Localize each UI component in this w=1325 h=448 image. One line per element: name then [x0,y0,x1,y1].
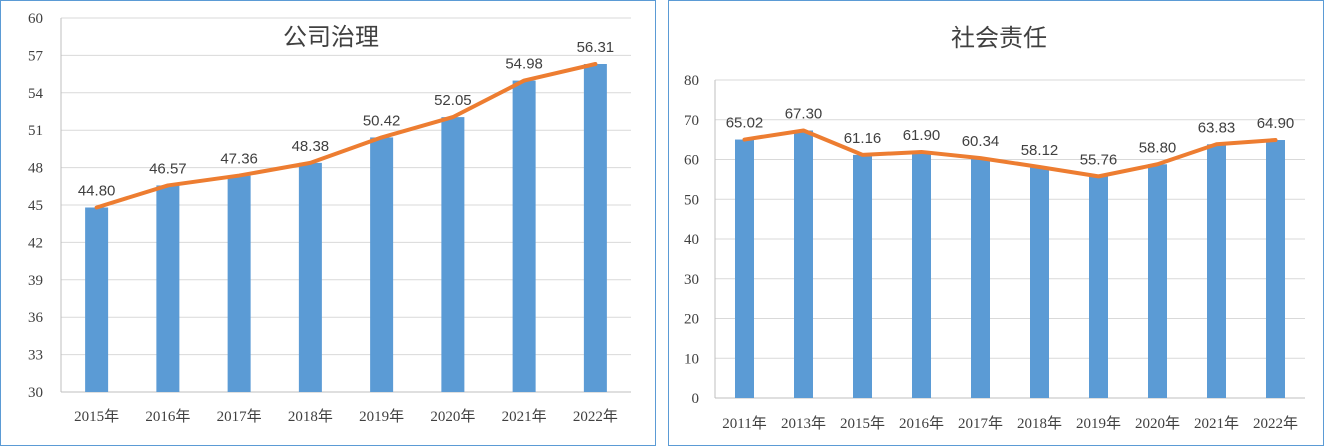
y-tick-label: 10 [684,351,699,367]
y-tick-label: 30 [28,385,43,401]
data-label: 56.31 [577,39,615,56]
bar [912,151,931,398]
bar [370,137,394,392]
data-label: 65.02 [726,115,764,132]
data-label: 54.98 [505,56,543,73]
y-tick-label: 50 [684,192,699,208]
data-label: 58.12 [1021,142,1059,159]
data-label: 55.76 [1080,151,1118,168]
data-label: 47.36 [220,151,258,168]
bar [512,80,536,392]
y-tick-label: 20 [684,312,699,328]
x-tick-label: 2018年 [288,408,333,425]
bar [853,154,872,398]
data-label: 67.30 [785,105,823,122]
data-label: 48.38 [292,138,330,155]
bar [971,158,990,398]
x-tick-label: 2015年 [840,415,885,432]
bar [156,185,180,392]
x-tick-label: 2021年 [502,408,547,425]
y-tick-label: 30 [684,272,699,288]
trend-line [94,62,598,210]
bar [583,64,607,392]
x-tick-label: 2017年 [217,408,262,425]
chart-panel-social-responsibility: 社会责任 0 10 20 30 40 50 60 70 80 2011年 2013年 2015年 201… [668,0,1324,446]
data-label: 52.05 [434,92,472,109]
bar [794,130,813,399]
x-tick-label: 2020年 [430,408,475,425]
x-tick-label: 2016年 [899,415,944,432]
chart-social-responsibility: 社会责任 0 10 20 30 40 50 60 70 80 2011年 2013年 2015年 201… [684,24,1305,432]
y-tick-label: 0 [692,391,700,407]
y-tick-label: 70 [684,113,699,129]
x-tick-label: 2015年 [74,408,119,425]
data-label: 61.16 [844,130,882,147]
chart-title: 社会责任 [951,24,1047,52]
bar [1148,164,1167,398]
data-label: 61.90 [903,127,941,144]
data-label: 63.83 [1198,119,1236,136]
y-tick-label: 36 [28,310,44,326]
bar [85,207,109,392]
bar [441,117,465,393]
x-tick-label: 2013年 [781,415,826,432]
y-tick-label: 51 [28,123,43,139]
data-label: 58.80 [1139,139,1177,156]
data-label: 60.34 [962,133,1000,150]
bar [1030,166,1049,398]
x-tick-label: 2017年 [958,415,1003,432]
x-tick-label: 2018年 [1017,415,1062,432]
y-tick-label: 80 [684,73,699,89]
y-tick-label: 45 [28,198,43,214]
y-tick-label: 33 [28,348,43,364]
bar [735,139,754,398]
data-label: 46.57 [149,160,187,177]
bar [1207,144,1226,398]
trend-line [742,128,1278,179]
chart-corporate-governance: 公司治理 30 33 36 39 42 45 48 51 54 57 60 2015年 2016年 201… [28,11,631,425]
chart-panel-corporate-governance: 公司治理 30 33 36 39 42 45 48 51 54 57 60 2015年 2016年 201… [0,0,656,446]
y-tick-label: 60 [28,11,43,27]
x-tick-label: 2020年 [1135,415,1180,432]
bar [1266,140,1285,398]
x-tick-label: 2016年 [145,408,190,425]
x-tick-label: 2019年 [359,408,404,425]
x-tick-label: 2019年 [1076,415,1121,432]
y-tick-label: 48 [28,161,43,177]
data-label: 50.42 [363,112,401,129]
y-tick-label: 54 [28,86,44,102]
x-tick-label: 2021年 [1194,415,1239,432]
y-tick-label: 40 [684,232,699,248]
x-tick-label: 2022年 [1253,415,1298,432]
bar [298,162,322,392]
bar [1089,176,1108,398]
y-tick-label: 60 [684,153,699,169]
x-tick-label: 2011年 [722,415,766,432]
data-label: 44.80 [78,182,116,199]
chart-title: 公司治理 [283,23,379,51]
bar [227,175,251,392]
y-tick-label: 39 [28,273,43,289]
y-tick-label: 57 [28,48,44,64]
data-label: 64.90 [1257,115,1295,132]
x-tick-label: 2022年 [573,408,618,425]
y-tick-label: 42 [28,235,43,251]
